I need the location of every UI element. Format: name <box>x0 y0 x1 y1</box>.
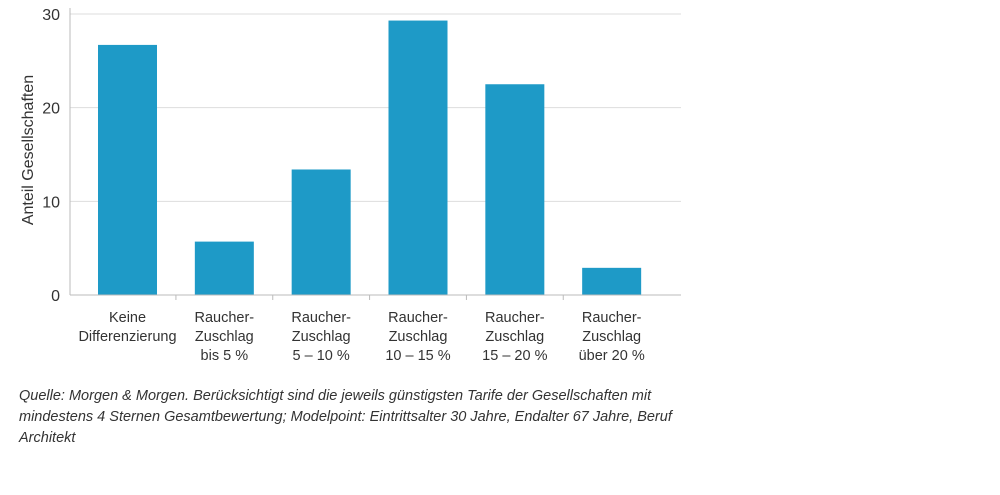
bar <box>291 169 351 295</box>
y-axis-label: Anteil Gesellschaften <box>20 75 37 225</box>
y-tick-label: 0 <box>51 288 60 305</box>
x-category-label-line: Differenzierung <box>78 329 176 345</box>
grid-lines <box>69 8 681 295</box>
x-category-label-line: Raucher- <box>388 310 448 326</box>
y-tick-label: 20 <box>42 101 60 118</box>
y-axis-ticks: 0 10 20 30 <box>42 7 60 305</box>
x-category-label: Keine Differenzierung <box>78 310 176 345</box>
x-axis-categories: Keine Differenzierung Raucher- Zuschlag bis … <box>78 310 644 364</box>
bar <box>582 267 642 295</box>
x-category-label-line: 10 – 15 % <box>385 348 450 364</box>
bar <box>98 44 157 295</box>
bar <box>194 241 254 295</box>
x-category-label-line: 15 – 20 % <box>482 348 547 364</box>
x-category-label: Raucher- Zuschlag 15 – 20 % <box>482 310 547 364</box>
x-category-label-line: Raucher- <box>485 310 545 326</box>
x-category-label: Raucher- Zuschlag über 20 % <box>579 310 645 364</box>
x-category-label-line: Zuschlag <box>485 329 544 345</box>
x-category-label-line: Zuschlag <box>292 329 351 345</box>
bar <box>388 20 448 295</box>
x-category-label-line: Zuschlag <box>389 329 448 345</box>
x-category-label-line: über 20 % <box>579 348 645 364</box>
x-category-label-line: Keine <box>109 310 146 326</box>
x-category-label-line: bis 5 % <box>201 348 249 364</box>
x-category-label: Raucher- Zuschlag 5 – 10 % <box>291 310 351 364</box>
x-category-label-line: Zuschlag <box>582 329 641 345</box>
x-category-label-line: 5 – 10 % <box>293 348 350 364</box>
bar <box>485 84 545 295</box>
y-tick-label: 10 <box>42 194 60 211</box>
x-category-label-line: Raucher- <box>291 310 351 326</box>
x-category-label: Raucher- Zuschlag 10 – 15 % <box>385 310 450 364</box>
bar-chart: 0 10 20 30 Keine Differenzierung Raucher- Zusc… <box>20 7 681 364</box>
x-category-label-line: Raucher- <box>195 310 255 326</box>
bars <box>98 20 642 295</box>
x-category-label: Raucher- Zuschlag bis 5 % <box>195 310 255 364</box>
x-axis <box>70 294 681 300</box>
y-tick-label: 30 <box>42 7 60 24</box>
x-category-label-line: Zuschlag <box>195 329 254 345</box>
x-category-label-line: Raucher- <box>582 310 642 326</box>
source-note: Quelle: Morgen & Morgen. Berücksichtigt … <box>19 388 672 446</box>
